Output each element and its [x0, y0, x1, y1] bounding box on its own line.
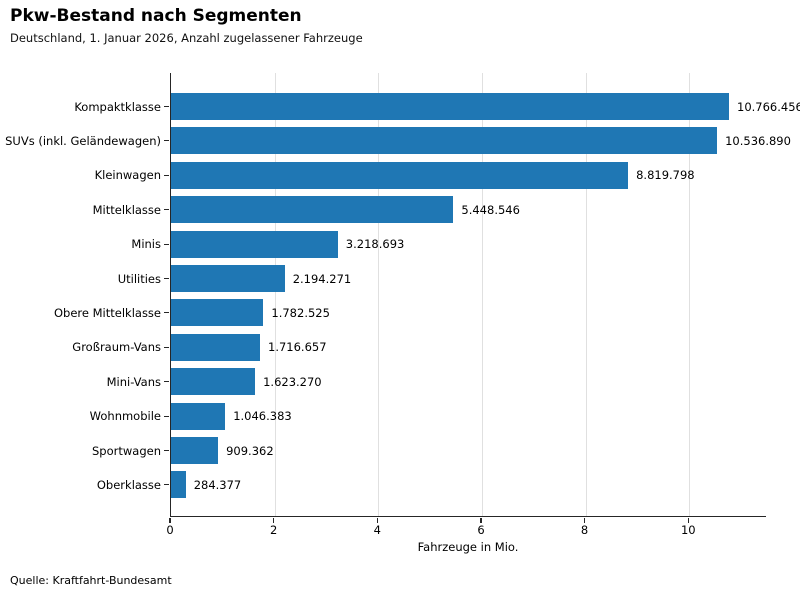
- category-label: Mittelklasse: [92, 202, 161, 217]
- x-tick-label: 4: [373, 523, 381, 537]
- chart-plot-area: 10.766.456 10.536.890 8.819.798 5.448.546 3.…: [170, 73, 800, 517]
- category-label: Kompaktklasse: [74, 99, 161, 114]
- x-tick-mark: [687, 518, 689, 523]
- value-label: 2.194.271: [292, 271, 352, 286]
- x-tick-mark: [169, 518, 171, 523]
- category-label: Großraum-Vans: [72, 340, 161, 355]
- category-label: SUVs (inkl. Geländewagen): [5, 133, 161, 148]
- bar-utilities: [171, 265, 285, 292]
- category-label: Sportwagen: [92, 443, 161, 458]
- grid-line: [274, 73, 276, 516]
- x-tick-label: 10: [680, 523, 696, 537]
- x-tick-mark: [584, 518, 586, 523]
- bar-suvs-inkl-gel-ndewagen-: [171, 127, 718, 155]
- x-tick-mark: [480, 518, 482, 523]
- bar-kleinwagen: [171, 161, 629, 189]
- value-label: 5.448.546: [461, 202, 520, 217]
- bar-gro-raum-vans: [171, 333, 260, 361]
- value-label: 3.218.693: [345, 237, 405, 252]
- value-label: 1.046.383: [233, 409, 292, 424]
- value-label: 1.782.525: [271, 305, 330, 320]
- category-label: Mini-Vans: [106, 374, 161, 389]
- value-label: 1.716.657: [268, 340, 327, 355]
- y-tick-mark: [164, 415, 169, 417]
- bar-obere-mittelklasse: [171, 299, 264, 327]
- value-label: 8.819.798: [636, 168, 695, 183]
- y-tick-mark: [164, 381, 169, 383]
- y-tick-mark: [164, 105, 169, 108]
- x-tick-label: 0: [166, 523, 174, 537]
- x-tick-label: 8: [580, 523, 589, 537]
- y-tick-mark: [164, 174, 169, 176]
- y-tick-mark: [164, 484, 169, 486]
- grid-line: [585, 73, 587, 516]
- bar-minis: [171, 230, 338, 258]
- x-tick-label: 6: [477, 523, 485, 537]
- category-label: Oberklasse: [96, 477, 161, 492]
- y-tick-mark: [164, 346, 169, 348]
- category-label: Wohnmobile: [89, 409, 161, 424]
- y-tick-mark: [164, 312, 169, 314]
- page-title: Pkw-Bestand nach Segmenten: [10, 6, 302, 26]
- page-subtitle: Deutschland, 1. Januar 2026, Anzahl zuge…: [10, 31, 363, 45]
- bar-oberklasse: [171, 471, 186, 499]
- x-tick-mark: [273, 518, 275, 523]
- category-label: Utilities: [117, 271, 161, 286]
- y-tick-mark: [164, 209, 169, 211]
- x-tick-label: 2: [270, 523, 278, 537]
- x-axis-label: Fahrzeuge in Mio.: [417, 540, 519, 554]
- value-label: 10.536.890: [725, 133, 791, 148]
- bar-mittelklasse: [171, 196, 454, 224]
- value-label: 284.377: [193, 477, 242, 492]
- category-label: Kleinwagen: [94, 168, 161, 183]
- y-tick-mark: [164, 243, 169, 245]
- grid-line: [482, 73, 483, 516]
- value-label: 909.362: [226, 443, 274, 458]
- category-label: Minis: [131, 237, 161, 252]
- value-label: 1.623.270: [263, 374, 322, 389]
- source-note: Quelle: Kraftfahrt-Bundesamt: [10, 574, 172, 587]
- value-label: 10.766.456: [737, 99, 800, 114]
- y-tick-mark: [164, 140, 169, 142]
- bar-sportwagen: [171, 437, 219, 464]
- grid-line: [378, 73, 380, 516]
- bar-kompaktklasse: [171, 93, 729, 120]
- y-tick-mark: [164, 277, 169, 280]
- bar-wohnmobile: [171, 402, 226, 430]
- x-tick-mark: [376, 518, 378, 523]
- category-label: Obere Mittelklasse: [54, 305, 161, 320]
- y-tick-mark: [164, 449, 169, 452]
- bar-mini-vans: [171, 368, 256, 396]
- grid-line: [689, 73, 691, 516]
